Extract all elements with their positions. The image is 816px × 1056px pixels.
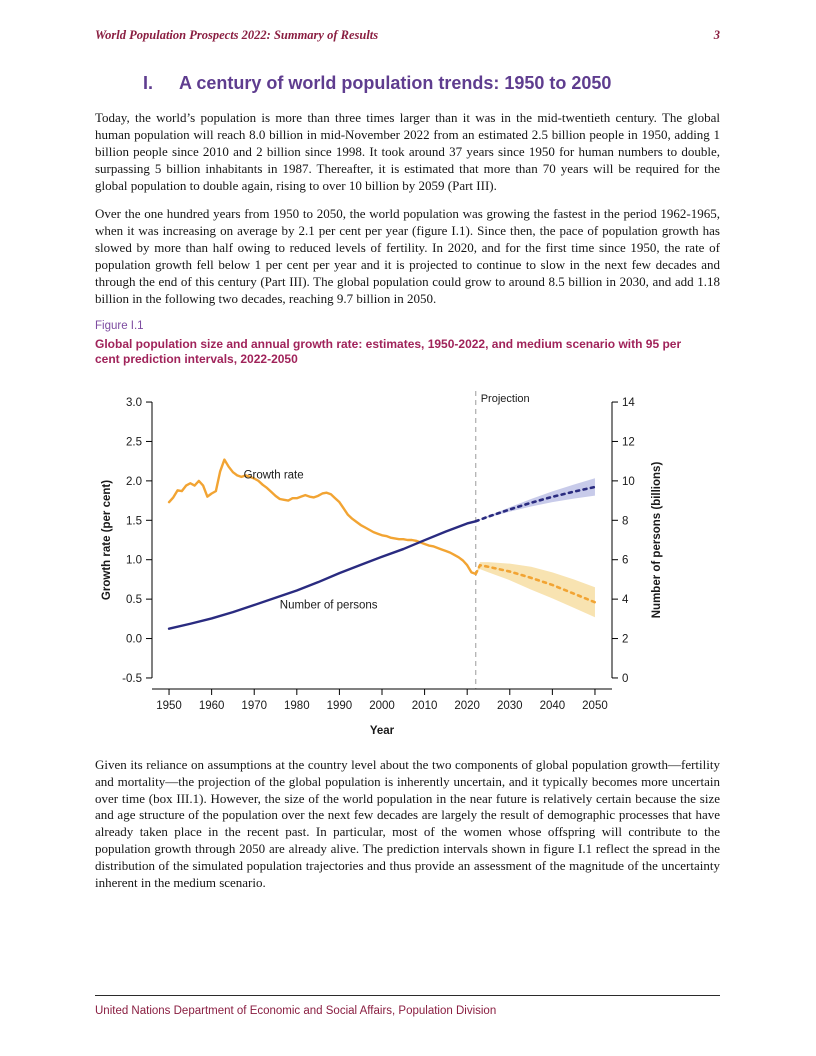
right-axis-tick-label: 6 (622, 555, 628, 567)
x-axis-tick-label: 2000 (369, 700, 395, 712)
figure-label: Figure I.1 (95, 319, 144, 332)
figure-chart-area: Projection Growth rate Number of persons -0… (95, 377, 720, 749)
left-axis-tick-label: 1.5 (126, 515, 142, 527)
left-axis-tick-label: 0.5 (126, 594, 142, 606)
right-axis-tick-label: 12 (622, 436, 635, 448)
x-axis-tick-label: 2030 (497, 700, 523, 712)
figure-caption: Global population size and annual growth… (95, 336, 682, 366)
paragraph-2: Over the one hundred years from 1950 to … (95, 206, 720, 306)
x-axis-tick-label: 1960 (199, 700, 225, 712)
page-number: 3 (713, 28, 720, 42)
section-title-text: A century of world population trends: 19… (179, 73, 612, 93)
growth-rate-projection-line (474, 563, 597, 604)
right-axis-tick-label: 4 (622, 594, 629, 606)
series-annotation-1: Number of persons (280, 599, 378, 611)
population-estimates-line (167, 519, 477, 630)
series-annotation-0: Growth rate (244, 469, 304, 481)
left-axis-title: Growth rate (per cent) (101, 480, 113, 600)
growth-rate-interval (475, 561, 595, 618)
x-axis-title: Year (370, 725, 395, 737)
paragraph-1: Today, the world’s population is more th… (95, 110, 720, 193)
x-axis-tick-label: 1990 (327, 700, 353, 712)
section-number: I. (143, 73, 154, 93)
right-axis-title: Number of persons (billions) (651, 461, 663, 618)
right-axis-tick-label: 2 (622, 633, 628, 645)
left-axis-tick-label: 2.5 (126, 436, 142, 448)
x-axis-tick-label: 1950 (156, 700, 182, 712)
page-header: World Population Prospects 2022: Summary… (95, 28, 720, 43)
footer-text: United Nations Department of Economic an… (95, 1005, 497, 1017)
left-axis-tick-label: 1.0 (126, 555, 142, 567)
right-axis-tick-label: 8 (622, 515, 628, 527)
x-axis-tick-label: 1970 (241, 700, 267, 712)
right-axis-tick-label: 10 (622, 476, 635, 488)
paragraph-3: Given its reliance on assumptions at the… (95, 756, 720, 891)
right-axis-tick-label: 14 (622, 397, 635, 409)
right-axis-tick-label: 0 (622, 673, 628, 685)
x-axis-tick-label: 1980 (284, 700, 310, 712)
x-axis-tick-label: 2020 (454, 700, 480, 712)
left-axis-tick-label: 2.0 (126, 476, 142, 488)
left-axis-tick-label: 3.0 (126, 397, 142, 409)
left-axis-tick-label: 0.0 (126, 633, 142, 645)
growth-rate-estimates-line (167, 458, 477, 575)
x-axis-tick-label: 2010 (412, 700, 438, 712)
page-footer: United Nations Department of Economic an… (95, 995, 720, 1017)
section-heading: I. A century of world population trends:… (143, 73, 720, 94)
population-growth-chart: Projection Growth rate Number of persons -0… (101, 390, 663, 737)
running-title: World Population Prospects 2022: Summary… (95, 28, 379, 42)
x-axis-tick-label: 2040 (540, 700, 566, 712)
left-axis-tick-label: -0.5 (122, 673, 142, 685)
projection-label: Projection (481, 393, 530, 405)
x-axis-tick-label: 2050 (582, 700, 608, 712)
